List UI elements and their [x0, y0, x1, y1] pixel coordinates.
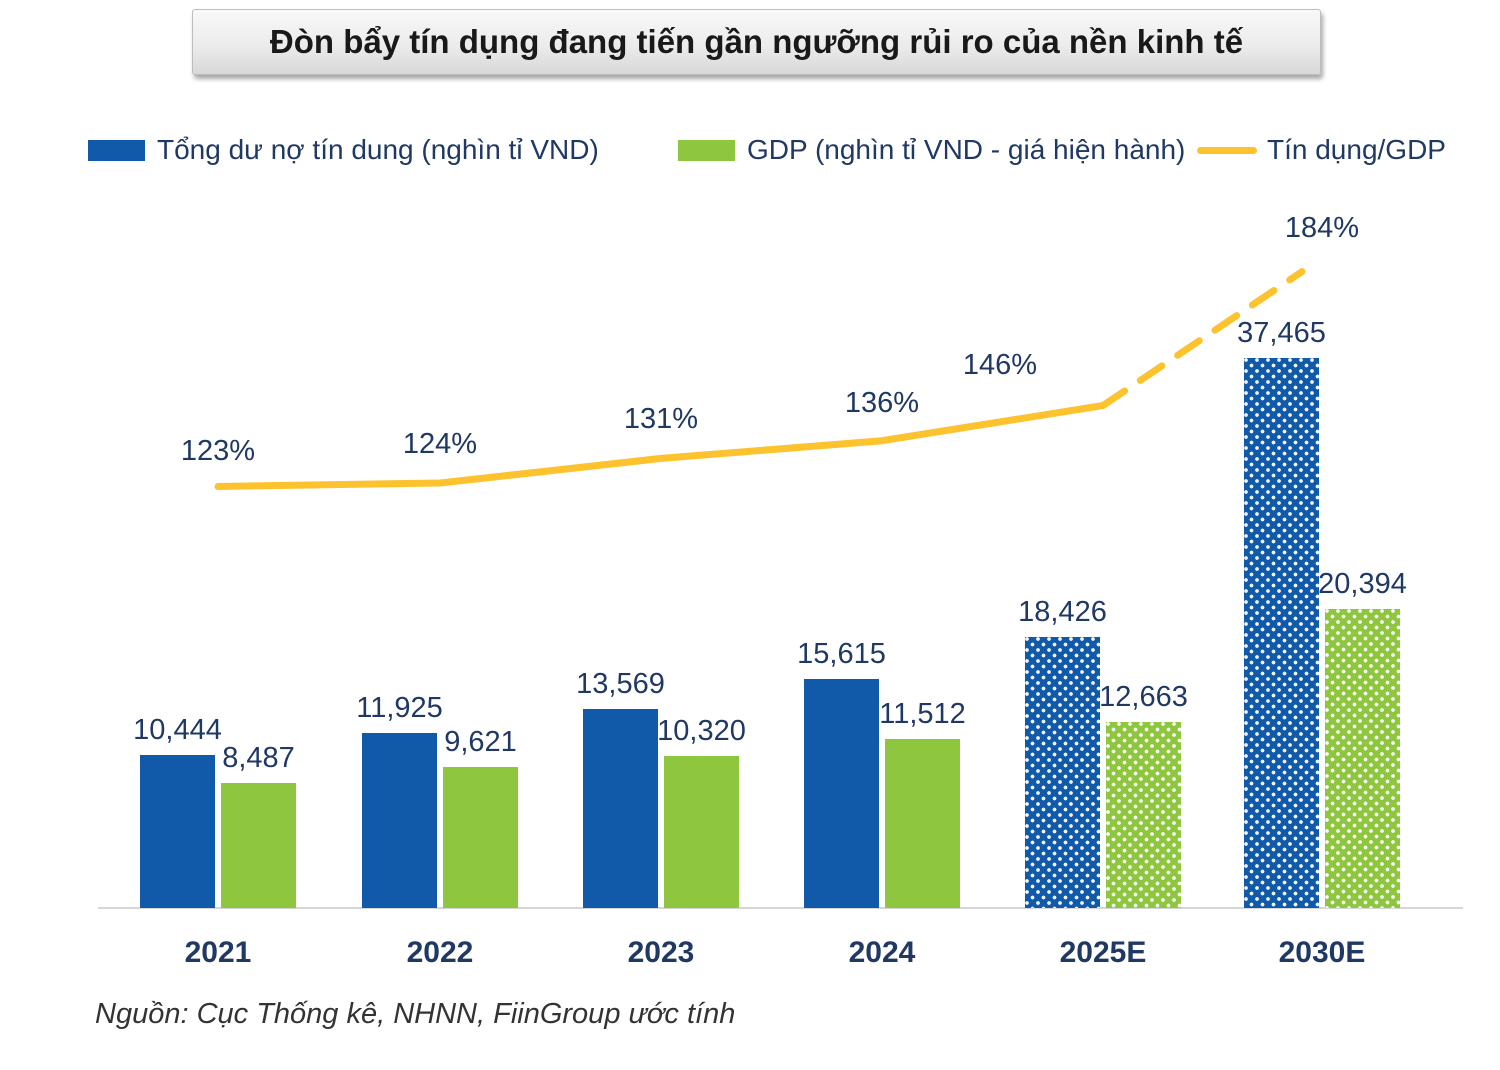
bar-value-label-gdp-2025E: 12,663: [1099, 681, 1188, 714]
source-note: Nguồn: Cục Thống kê, NHNN, FiinGroup ước…: [95, 998, 736, 1030]
bar-value-label-gdp-2024: 11,512: [879, 697, 966, 730]
legend-item-gdp: GDP (nghìn tỉ VND - giá hiện hành): [678, 130, 1185, 170]
legend-label-gdp: GDP (nghìn tỉ VND - giá hiện hành): [747, 134, 1186, 165]
legend-line-ratio-icon: [1197, 146, 1257, 154]
bar-value-label-credit-2022: 11,925: [356, 691, 443, 724]
legend-item-ratio: Tín dụng/GDP: [1197, 130, 1446, 170]
legend-swatch-gdp-icon: [678, 139, 735, 161]
bar-value-label-credit-2023: 13,569: [576, 667, 665, 700]
x-axis-label-2022: 2022: [406, 936, 474, 969]
bar-value-label-credit-2021: 10,444: [133, 713, 222, 746]
line-value-label-2030E: 184%: [1284, 211, 1360, 244]
legend-swatch-credit-icon: [88, 139, 145, 161]
line-value-label-2024: 136%: [844, 386, 920, 419]
bar-value-label-credit-2024: 15,615: [797, 637, 886, 670]
bar-value-label-credit-2025E: 18,426: [1018, 596, 1107, 629]
x-axis-label-2021: 2021: [184, 936, 252, 969]
line-value-label-2022: 124%: [402, 428, 478, 461]
x-axis-label-2025E: 2025E: [1059, 936, 1147, 969]
bar-gdp-2024: [885, 738, 960, 908]
bar-credit-2025E: [1025, 637, 1100, 908]
bar-value-label-credit-2030E: 37,465: [1237, 317, 1326, 349]
bar-credit-2023: [583, 708, 658, 908]
x-axis-label-2024: 2024: [848, 936, 916, 969]
chart-title: Đòn bẩy tín dụng đang tiến gần ngưỡng rủ…: [269, 23, 1244, 60]
bar-value-label-gdp-2023: 10,320: [657, 715, 746, 748]
bar-credit-2021: [140, 754, 215, 908]
bar-gdp-2021: [221, 783, 296, 908]
bar-value-label-gdp-2030E: 20,394: [1318, 567, 1407, 600]
x-axis-label-2023: 2023: [627, 936, 695, 969]
legend-item-credit: Tổng dư nợ tín dung (nghìn tỉ VND): [88, 130, 599, 170]
bar-value-label-gdp-2021: 8,487: [222, 742, 295, 775]
bar-gdp-2030E: [1325, 608, 1400, 908]
x-axis-line: [98, 907, 1463, 909]
legend-label-credit: Tổng dư nợ tín dung (nghìn tỉ VND): [157, 134, 599, 165]
bar-gdp-2025E: [1106, 722, 1181, 908]
bar-gdp-2022: [443, 766, 518, 908]
line-value-label-2023: 131%: [623, 403, 699, 436]
legend: Tổng dư nợ tín dung (nghìn tỉ VND) GDP (…: [0, 0, 1500, 165]
legend-label-ratio: Tín dụng/GDP: [1267, 134, 1446, 165]
bar-credit-2030E: [1244, 358, 1319, 908]
x-axis-label-2030E: 2030E: [1278, 936, 1366, 969]
bar-credit-2024: [804, 678, 879, 908]
bar-value-label-gdp-2022: 9,621: [444, 725, 517, 758]
chart-title-box: Đòn bẩy tín dụng đang tiến gần ngưỡng rủ…: [192, 9, 1321, 75]
line-value-label-2021: 123%: [180, 434, 256, 467]
bar-gdp-2023: [664, 756, 739, 908]
bar-credit-2022: [362, 732, 437, 908]
line-value-label-2025E: 146%: [962, 349, 1038, 382]
